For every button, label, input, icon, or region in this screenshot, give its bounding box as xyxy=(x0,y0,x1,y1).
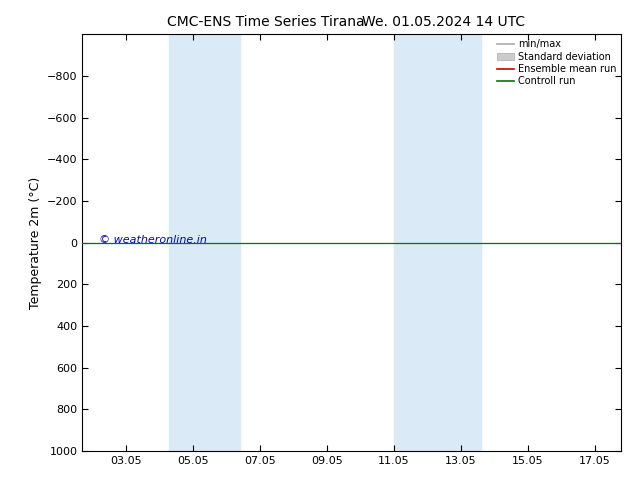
Y-axis label: Temperature 2m (°C): Temperature 2m (°C) xyxy=(29,176,41,309)
Text: CMC-ENS Time Series Tirana: CMC-ENS Time Series Tirana xyxy=(167,15,365,29)
Text: © weatheronline.in: © weatheronline.in xyxy=(99,236,207,245)
Text: We. 01.05.2024 14 UTC: We. 01.05.2024 14 UTC xyxy=(362,15,526,29)
Legend: min/max, Standard deviation, Ensemble mean run, Controll run: min/max, Standard deviation, Ensemble me… xyxy=(495,37,618,88)
Bar xyxy=(394,34,481,451)
Bar xyxy=(169,34,240,451)
